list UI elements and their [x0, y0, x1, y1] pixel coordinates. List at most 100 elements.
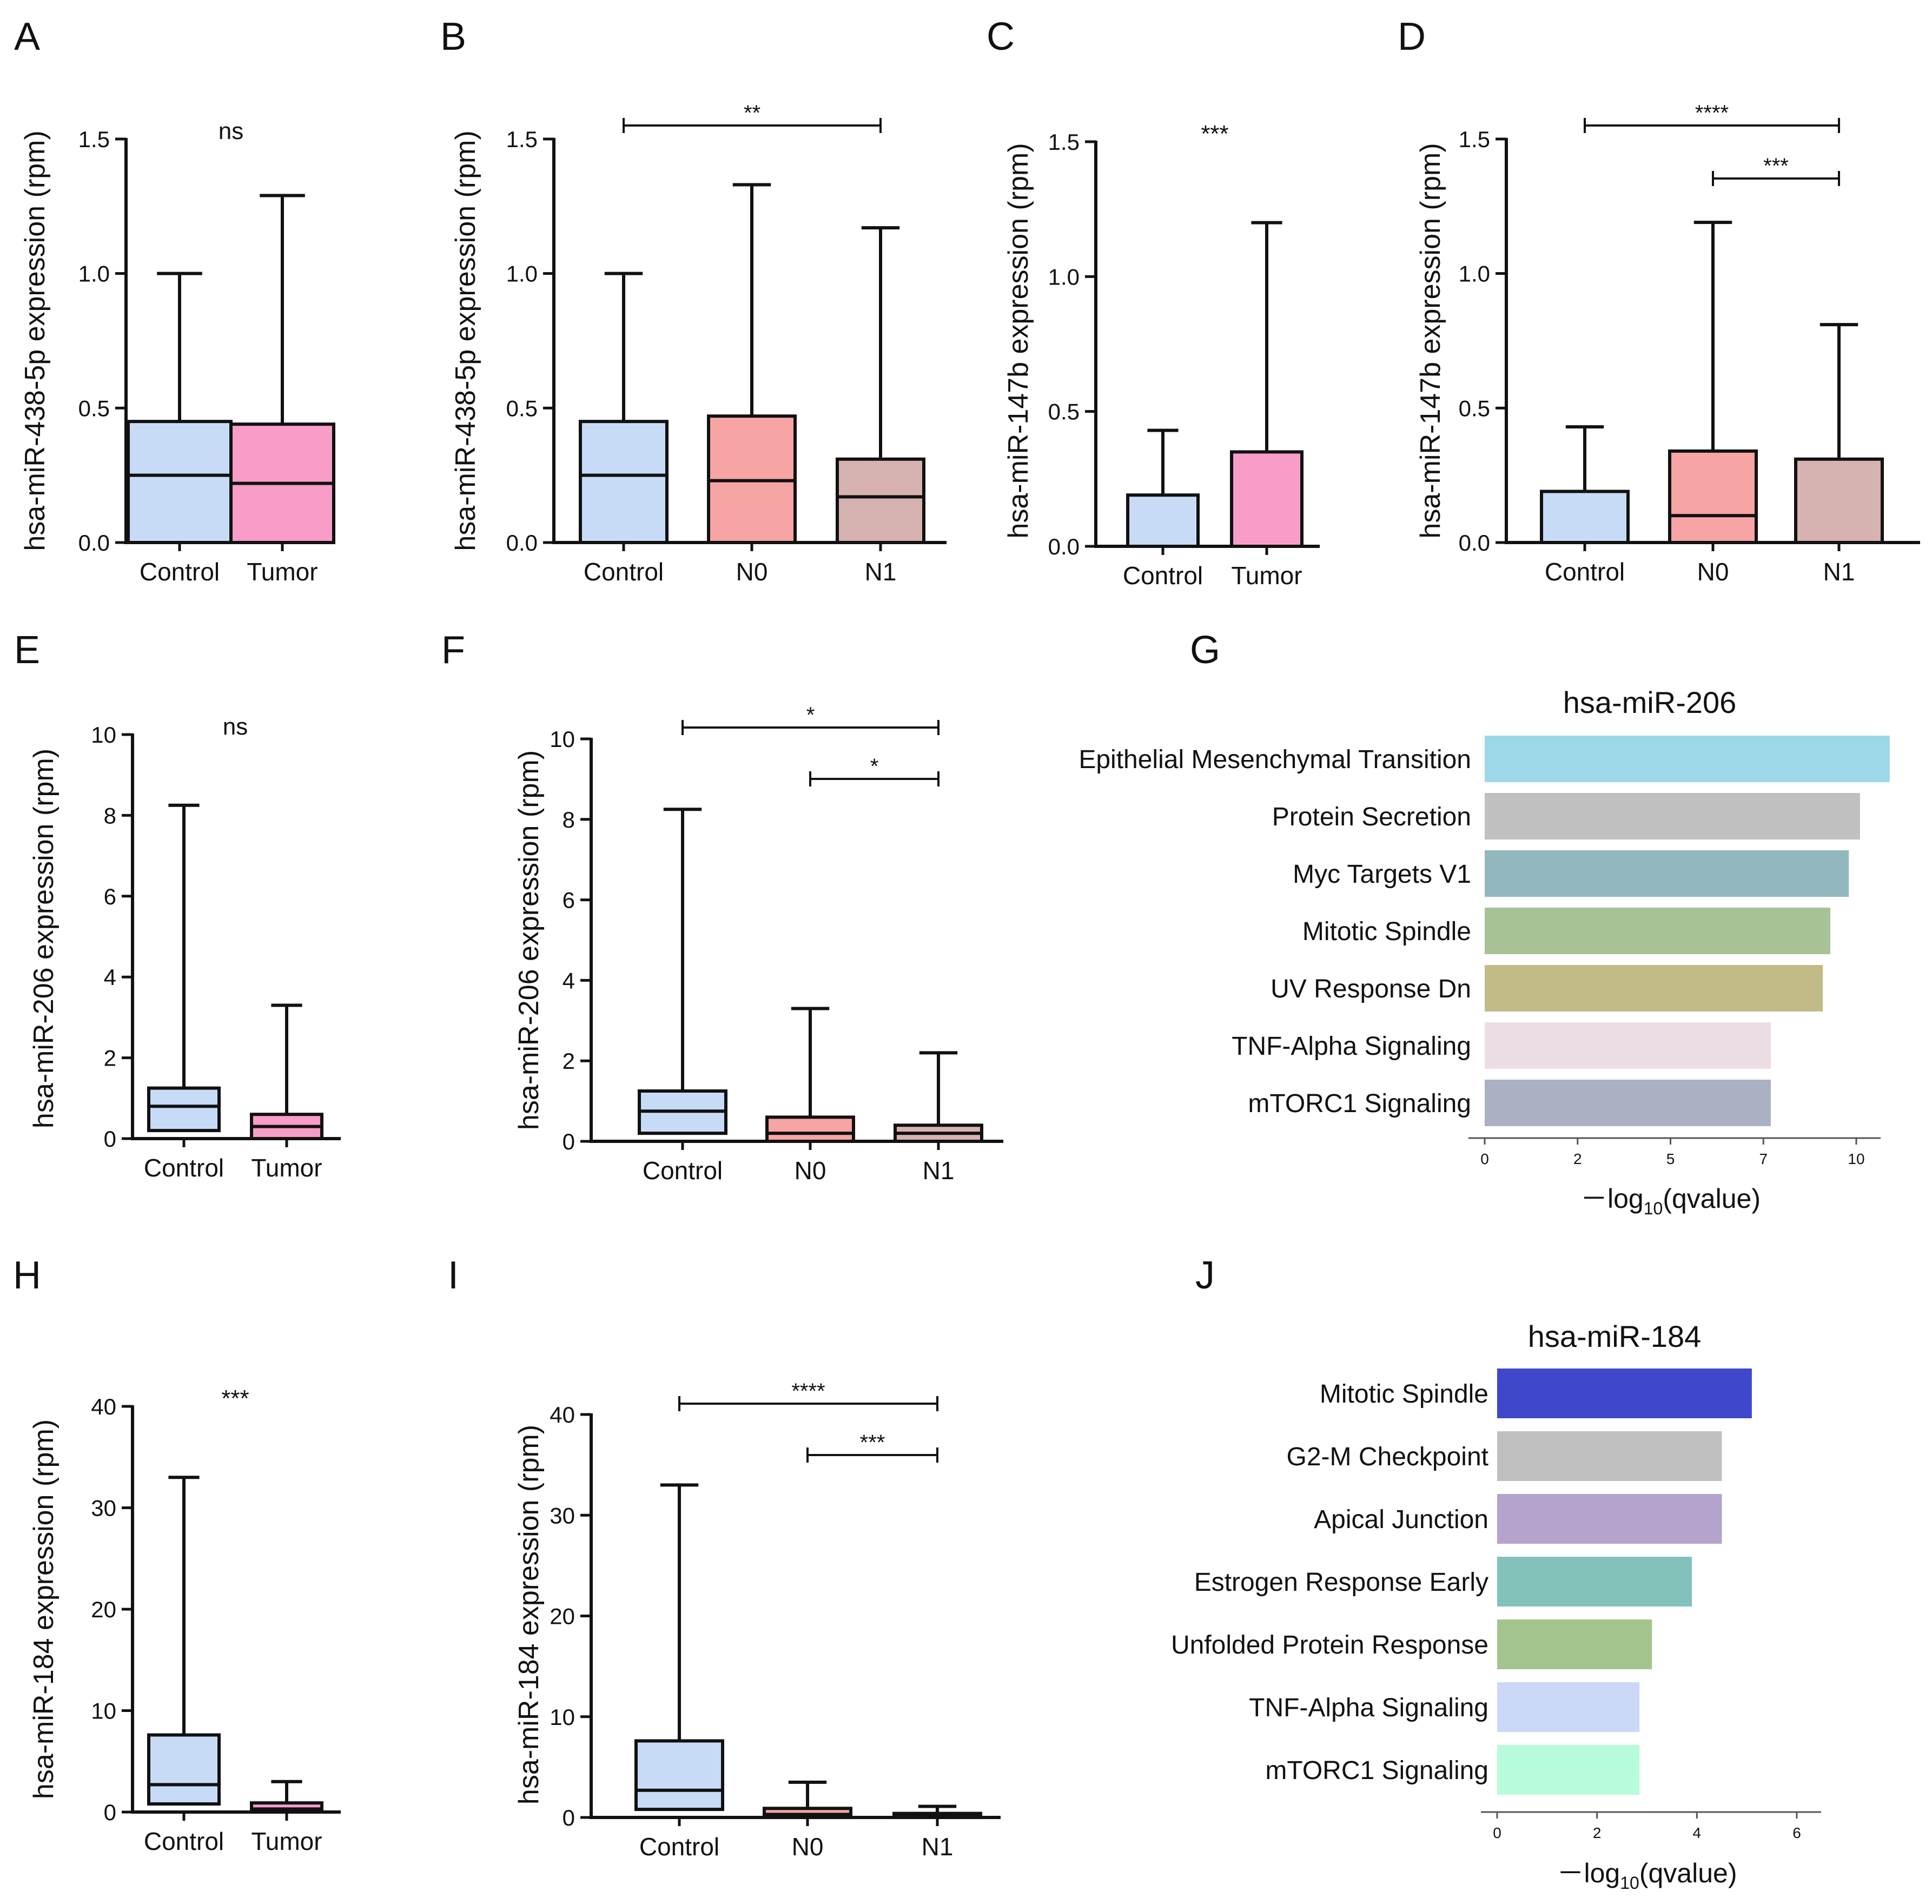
x-tick-label: Control — [144, 1827, 224, 1855]
x-tick-label: Tumor — [251, 1827, 322, 1855]
x-tick-label: Tumor — [247, 558, 317, 586]
significance-label: *** — [221, 1385, 249, 1412]
x-axis-label-main: －log — [1557, 1858, 1620, 1888]
x-tick-label: 2 — [1593, 1824, 1602, 1841]
box-control — [634, 1739, 724, 1812]
x-axis-label-main: －log — [1580, 1184, 1644, 1214]
panel-letter: E — [14, 629, 40, 672]
bar-4 — [1485, 908, 1830, 954]
y-tick-label: 10 — [91, 1698, 116, 1724]
y-tick-label: 0 — [563, 1805, 575, 1830]
x-tick-label: 7 — [1759, 1151, 1768, 1167]
y-tick-label: 4 — [563, 968, 575, 993]
x-axis-label-sub: 10 — [1644, 1199, 1663, 1218]
significance-label: * — [806, 703, 815, 727]
bar-4 — [1497, 1557, 1692, 1606]
y-axis-label: hsa-miR-206 expression (rpm) — [513, 750, 545, 1130]
bar-1 — [1485, 736, 1890, 782]
bar-2 — [1485, 793, 1860, 839]
significance-label: ns — [223, 713, 248, 740]
box-control — [127, 420, 233, 545]
x-tick-label: Control — [639, 1833, 719, 1861]
significance-label: *** — [860, 1431, 885, 1455]
bar-label: Estrogen Response Early — [1194, 1568, 1488, 1597]
x-tick-label: N1 — [923, 1156, 955, 1185]
y-tick-label: 1.0 — [506, 261, 538, 287]
x-tick-label: 0 — [1480, 1151, 1489, 1167]
y-tick-label: 30 — [550, 1503, 575, 1528]
bar-label: G2-M Checkpoint — [1287, 1443, 1488, 1471]
panel-letter: A — [14, 15, 40, 58]
chart-title: hsa-miR-184 — [1528, 1319, 1702, 1353]
y-axis-label: hsa-miR-184 expression (rpm) — [28, 1419, 59, 1799]
box-control — [147, 1733, 221, 1806]
y-tick-label: 6 — [563, 888, 575, 913]
bar-label: Mitotic Spindle — [1320, 1380, 1488, 1409]
box-n1 — [836, 457, 925, 544]
y-tick-label: 0 — [104, 1126, 116, 1152]
x-tick-label: N1 — [1823, 558, 1855, 586]
box-control — [1540, 490, 1630, 544]
panel-d: D 0.0 0.5 1.0 1.5 hsa-miR-147b expression (rp… — [1398, 15, 1920, 586]
y-tick-label: 0.0 — [1459, 530, 1490, 556]
x-tick-label: N1 — [865, 558, 897, 586]
x-tick-label: Tumor — [251, 1154, 322, 1182]
panel-letter: I — [448, 1254, 459, 1297]
x-tick-label: Control — [140, 558, 220, 586]
bar-label: Myc Targets V1 — [1293, 860, 1471, 889]
bar-6 — [1485, 1022, 1771, 1069]
y-tick-label: 8 — [104, 803, 116, 828]
panel-letter: J — [1195, 1254, 1215, 1297]
x-tick-label: Control — [584, 558, 664, 586]
bar-1 — [1497, 1368, 1752, 1418]
y-tick-label: 1.5 — [1048, 129, 1080, 155]
panel-e: E 0 2 4 6 8 10 hsa-miR-206 expression (rpm) Cont… — [14, 629, 341, 1182]
bar-label: Unfolded Protein Response — [1171, 1631, 1488, 1660]
y-tick-label: 8 — [563, 807, 575, 832]
y-tick-label: 0.0 — [506, 530, 538, 556]
x-tick-label: N0 — [736, 558, 768, 586]
y-tick-label: 0.5 — [506, 395, 538, 421]
y-tick-label: 1.5 — [78, 127, 110, 152]
x-tick-label: 0 — [1493, 1824, 1501, 1841]
y-axis-label: hsa-miR-147b expression (rpm) — [1003, 143, 1034, 538]
significance-label: * — [870, 755, 879, 778]
panel-letter: D — [1398, 15, 1426, 58]
panel-letter: F — [441, 629, 465, 672]
y-tick-label: 10 — [550, 1704, 575, 1730]
bar-label: TNF-Alpha Signaling — [1249, 1694, 1488, 1722]
y-tick-label: 10 — [550, 726, 575, 752]
x-tick-label: N0 — [1697, 558, 1729, 586]
x-axis-label-rest: (qvalue) — [1663, 1184, 1761, 1214]
box-control — [1126, 493, 1200, 548]
y-tick-label: 20 — [550, 1604, 575, 1629]
y-tick-label: 0.5 — [78, 395, 110, 421]
y-axis-label: hsa-miR-206 expression (rpm) — [28, 749, 59, 1128]
x-tick-label: N0 — [792, 1833, 824, 1861]
x-axis-label: －log10(qvalue) — [1580, 1184, 1761, 1218]
bar-3 — [1485, 850, 1849, 897]
x-tick-label: 10 — [1848, 1151, 1864, 1167]
panel-h: H 0 10 20 30 40 hsa-miR-184 expression (rpm) Co… — [13, 1254, 341, 1855]
y-axis-label: hsa-miR-438-5p expression (rpm) — [19, 130, 51, 551]
y-tick-label: 1.0 — [1459, 261, 1490, 287]
panel-letter: B — [440, 15, 466, 58]
significance-label: **** — [791, 1379, 825, 1403]
y-tick-label: 1.5 — [506, 127, 538, 152]
y-tick-label: 6 — [104, 884, 116, 909]
x-axis-label: －log10(qvalue) — [1557, 1858, 1737, 1893]
y-tick-label: 30 — [91, 1496, 116, 1521]
panel-b: B 0.0 0.5 1.0 1.5 hsa-miR-438-5p expression (… — [440, 15, 947, 586]
x-tick-label: 5 — [1666, 1151, 1675, 1167]
significance-label: ** — [744, 101, 760, 125]
x-tick-label: N1 — [922, 1833, 954, 1861]
y-tick-label: 2 — [563, 1048, 575, 1074]
x-tick-label: Control — [643, 1156, 723, 1185]
x-axis-label-sub: 10 — [1620, 1873, 1639, 1893]
box-tumor — [1230, 450, 1304, 548]
y-tick-label: 0 — [104, 1800, 116, 1825]
